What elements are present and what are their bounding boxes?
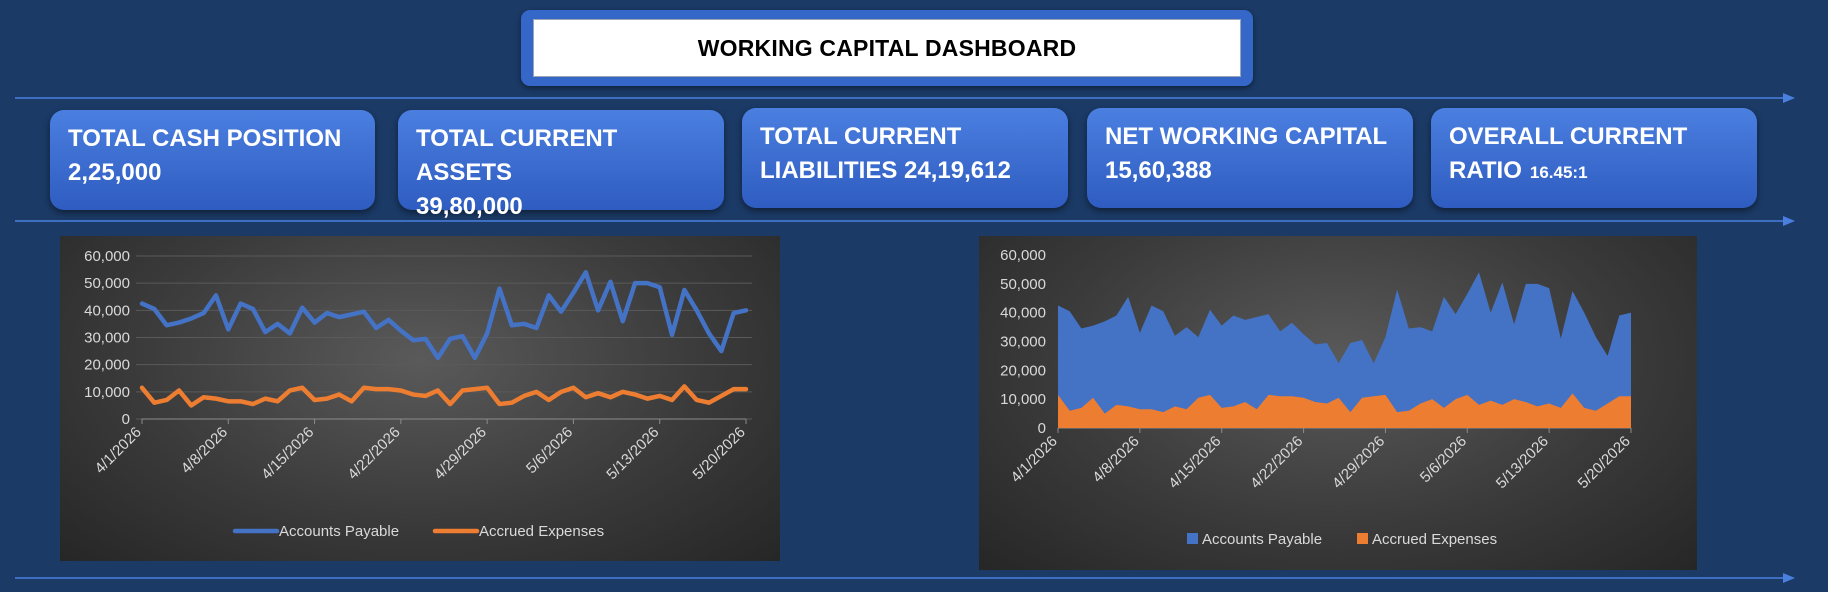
y-tick-label: 50,000 [1000,276,1046,293]
y-tick-label: 60,000 [84,248,130,265]
legend-swatch [1187,533,1198,544]
x-tick-label: 4/1/2026 [92,424,145,477]
kpi-card-ratio: OVERALL CURRENT RATIO 16.45:1 [1431,108,1757,208]
dashboard-title: WORKING CAPITAL DASHBOARD [533,19,1241,77]
y-tick-label: 10,000 [1000,391,1046,408]
legend-swatch [1357,533,1368,544]
y-tick-label: 20,000 [1000,362,1046,379]
kpi-card-cash: TOTAL CASH POSITION 2,25,000 [50,110,375,210]
x-tick-label: 4/29/2026 [431,424,490,483]
kpi-liabilities-label-1: TOTAL CURRENT [760,123,962,150]
kpi-assets-value: 39,80,000 [416,193,523,220]
kpi-card-liabilities: TOTAL CURRENT LIABILITIES 24,19,612 [742,108,1068,208]
y-tick-label: 50,000 [84,275,130,292]
x-tick-label: 5/13/2026 [1493,433,1552,492]
kpi-nwc-value: 15,60,388 [1105,157,1212,184]
divider-arrow-middle [15,216,1795,226]
title-banner: WORKING CAPITAL DASHBOARD [521,10,1253,86]
kpi-card-assets: TOTAL CURRENT ASSETS 39,80,000 [398,110,724,220]
x-tick-label: 5/13/2026 [603,424,662,483]
line-chart-panel: 60,000 50,000 40,000 30,000 20,000 10,000 0 4/1… [60,236,780,561]
y-tick-label: 40,000 [1000,305,1046,322]
kpi-nwc-label: NET WORKING CAPITAL [1105,123,1388,150]
y-tick-label: 30,000 [84,330,130,347]
x-tick-label: 4/1/2026 [1008,433,1061,486]
kpi-liabilities-value: 24,19,612 [904,157,1011,184]
area-accrued-expenses [1058,393,1631,428]
kpi-cash-label: TOTAL CASH POSITION [68,125,342,152]
y-tick-label: 0 [122,411,130,428]
x-tick-label: 5/6/2026 [523,424,576,477]
legend-label: Accrued Expenses [479,523,604,540]
y-tick-label: 20,000 [84,357,130,374]
kpi-ratio-label-2: RATIO [1449,157,1522,184]
y-tick-label: 30,000 [1000,334,1046,351]
line-accounts-payable [139,270,749,361]
legend-label: Accrued Expenses [1372,531,1497,548]
y-tick-label: 60,000 [1000,247,1046,264]
kpi-ratio-value: 16.45:1 [1529,163,1588,182]
kpi-card-nwc: NET WORKING CAPITAL 15,60,388 [1087,108,1413,208]
line-accrued-expenses [139,384,749,408]
x-tick-label: 4/15/2026 [1165,433,1224,492]
y-tick-label: 40,000 [84,302,130,319]
legend-label: Accounts Payable [1202,531,1322,548]
kpi-cash-value: 2,25,000 [68,159,162,186]
x-tick-label: 5/20/2026 [690,424,749,483]
x-tick-label: 4/8/2026 [1089,433,1142,486]
x-tick-label: 4/15/2026 [258,424,317,483]
divider-arrow-top [15,93,1795,103]
area-chart: 60,00050,00040,00030,00020,00010,00004/1… [1000,247,1634,548]
x-tick-label: 4/29/2026 [1329,433,1388,492]
x-tick-label: 5/6/2026 [1417,433,1470,486]
x-tick-label: 5/20/2026 [1575,433,1634,492]
y-tick-label: 0 [1038,420,1046,437]
area-accounts-payable [1058,272,1631,428]
divider-arrow-bottom [15,573,1795,583]
kpi-assets-label: TOTAL CURRENT ASSETS [416,125,618,186]
x-tick-label: 4/22/2026 [344,424,403,483]
x-tick-label: 4/22/2026 [1247,433,1306,492]
line-chart: 60,00050,00040,00030,00020,00010,00004/1… [84,248,752,540]
legend-label: Accounts Payable [279,523,399,540]
y-tick-label: 10,000 [84,384,130,401]
kpi-ratio-label-1: OVERALL CURRENT [1449,123,1688,150]
x-tick-label: 4/8/2026 [178,424,231,477]
kpi-liabilities-label-2: LIABILITIES [760,157,898,184]
area-chart-panel: 60,000 50,000 40,000 30,000 20,000 10,000 0 4/1… [979,236,1697,570]
